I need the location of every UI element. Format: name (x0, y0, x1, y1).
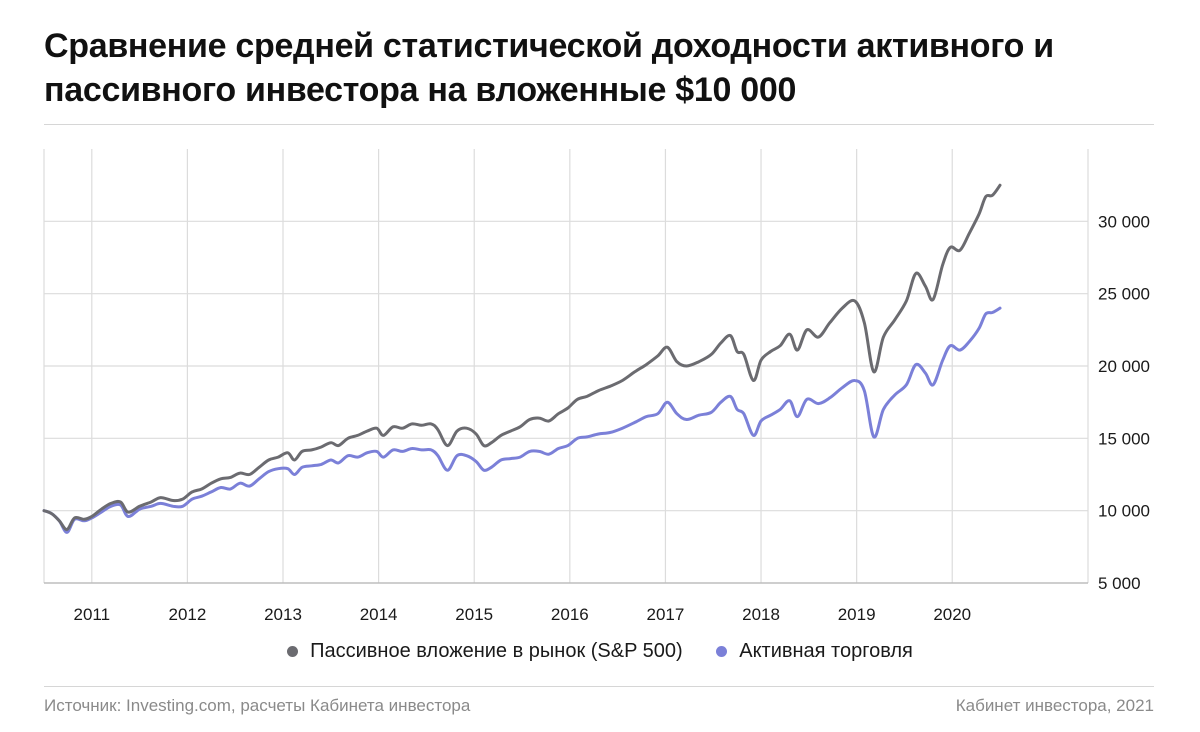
legend-label-passive: Пассивное вложение в рынок (S&P 500) (310, 640, 683, 662)
series-layer (42, 183, 1002, 534)
x-tick-label: 2012 (168, 605, 206, 624)
y-axis-labels: 5 000 10 000 15 000 20 000 25 000 30 000 (1098, 212, 1150, 593)
chart-legend: Пассивное вложение в рынок (S&P 500) Акт… (0, 640, 1200, 663)
legend-item-passive: Пассивное вложение в рынок (S&P 500) (287, 640, 683, 663)
credit-note: Кабинет инвестора, 2021 (955, 696, 1154, 715)
source-note: Источник: Investing.com, расчеты Кабинет… (44, 696, 471, 715)
x-axis-labels: 2011 2012 2013 2014 2015 2016 2017 2018 2019 2020 (74, 605, 972, 624)
y-tick-label: 10 000 (1098, 502, 1150, 521)
y-tick-label: 30 000 (1098, 212, 1150, 231)
y-tick-label: 20 000 (1098, 357, 1150, 376)
x-tick-label: 2020 (933, 605, 971, 624)
x-tick-label: 2011 (74, 605, 111, 624)
legend-swatch-active (716, 646, 728, 657)
chart-title: Сравнение средней статистической доходно… (44, 27, 1054, 109)
x-tick-label: 2013 (264, 605, 302, 624)
top-divider (44, 124, 1154, 125)
x-tick-label: 2017 (647, 605, 685, 624)
x-tick-label: 2015 (455, 605, 493, 624)
bottom-divider (44, 686, 1154, 687)
legend-label-active: Активная торговля (739, 640, 913, 662)
x-tick-label: 2019 (838, 605, 876, 624)
y-tick-label: 25 000 (1098, 285, 1150, 304)
x-tick-label: 2018 (742, 605, 780, 624)
y-tick-label: 5 000 (1098, 574, 1141, 593)
series-line-passive (42, 183, 1002, 531)
x-tick-label: 2014 (360, 605, 398, 624)
x-tick-label: 2016 (551, 605, 589, 624)
line-chart: 2011 2012 2013 2014 2015 2016 2017 2018 2019 2020… (42, 149, 1150, 624)
legend-item-active: Активная торговля (716, 640, 913, 663)
y-tick-label: 15 000 (1098, 429, 1150, 448)
horizontal-grid (44, 220, 1088, 512)
series-line-active (42, 306, 1002, 534)
legend-swatch-passive (287, 646, 299, 657)
